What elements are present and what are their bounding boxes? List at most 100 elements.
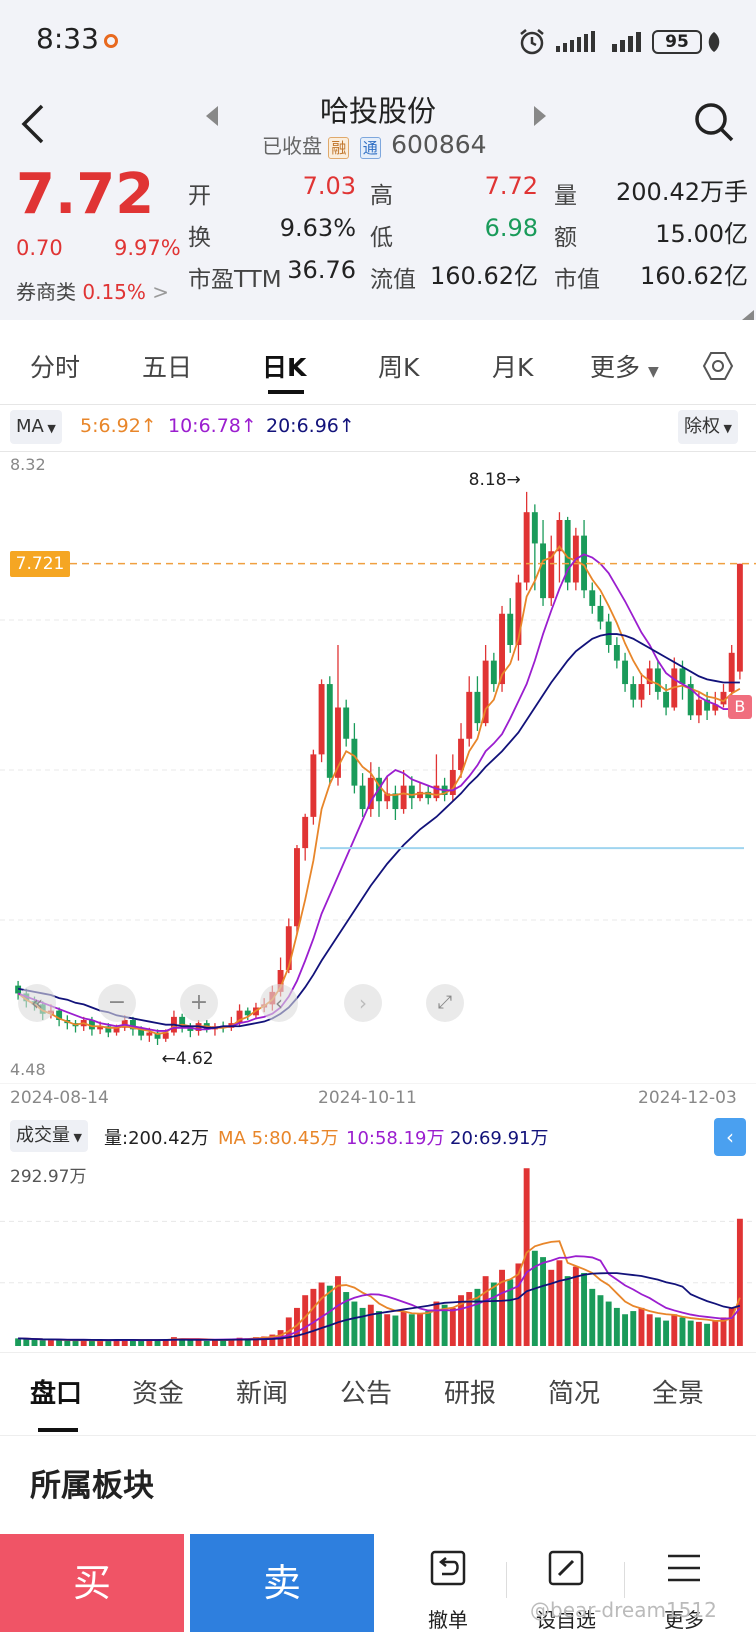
candle-body	[523, 512, 530, 583]
chart-settings-icon[interactable]	[702, 350, 734, 382]
volume-bar	[597, 1295, 604, 1346]
tab-order-book[interactable]: 盘口	[30, 1379, 83, 1409]
zoom-out-icon[interactable]: −	[98, 984, 136, 1022]
volume-bar	[572, 1266, 579, 1346]
volume-amount: 量:200.42万	[104, 1128, 210, 1149]
price-change: 0.70	[16, 236, 63, 260]
rewind-icon[interactable]: «	[18, 984, 56, 1022]
candle-body	[728, 652, 735, 692]
volume-bar	[671, 1314, 678, 1346]
stock-name: 哈投股份	[319, 94, 436, 128]
float-cap-label: 流值	[370, 267, 416, 293]
tab-monthly-k[interactable]: 月K	[492, 353, 534, 382]
turnover-value: 9.63%	[279, 214, 356, 242]
volume-bar	[253, 1337, 259, 1346]
candle-body	[556, 520, 563, 552]
sector-section-title: 所属板块	[30, 1468, 154, 1504]
candle-body	[179, 1016, 186, 1027]
candle-body	[449, 770, 456, 795]
cancel-order-button[interactable]: 撤单	[398, 1548, 498, 1632]
indicator-select[interactable]: MA ▼	[10, 410, 62, 444]
volume-bar	[187, 1340, 194, 1346]
tab-profile[interactable]: 简况	[548, 1379, 601, 1409]
volume-indicator-select[interactable]: 成交量 ▼	[10, 1120, 88, 1152]
stock-code: 600864	[391, 130, 487, 159]
volume-bar	[121, 1339, 128, 1346]
alarm-icon	[520, 29, 544, 55]
volume-bar	[113, 1339, 120, 1346]
volume-bar	[72, 1340, 79, 1346]
tab-news[interactable]: 新闻	[236, 1379, 289, 1409]
last-price: 7.72	[16, 162, 155, 227]
volume-chart[interactable]	[0, 1150, 756, 1350]
volume-bar	[630, 1311, 637, 1346]
tab-announcements[interactable]: 公告	[340, 1379, 393, 1409]
volume-bar	[105, 1340, 112, 1346]
ma10-value: 10:6.78↑	[168, 415, 257, 437]
zoom-in-icon[interactable]: +	[180, 984, 218, 1022]
sell-button[interactable]: 卖	[190, 1534, 374, 1632]
candle-body	[294, 848, 300, 927]
volume-bar	[39, 1340, 46, 1346]
open-value: 7.03	[302, 172, 356, 200]
volume-bar	[515, 1263, 522, 1346]
volume-bar	[203, 1340, 210, 1346]
detail-tabs	[0, 1352, 756, 1436]
buy-marker-badge[interactable]: B	[727, 695, 752, 719]
volume-bar	[384, 1314, 391, 1346]
candle-body	[277, 970, 284, 992]
volume-bar	[56, 1340, 63, 1346]
volume-bar	[581, 1272, 588, 1346]
volume-bar	[47, 1339, 54, 1346]
candle-body	[654, 668, 661, 692]
candle-body	[646, 668, 653, 685]
tab-overview[interactable]: 全景	[652, 1379, 705, 1409]
candle-body	[244, 1010, 251, 1016]
scroll-left-icon[interactable]: ‹	[260, 984, 298, 1022]
volume-bar	[64, 1340, 71, 1346]
volume-bar	[343, 1292, 350, 1346]
volume-bar	[490, 1282, 497, 1346]
undo-order-icon	[430, 1550, 466, 1586]
volume-ma-lines	[18, 1240, 741, 1342]
volume-bar	[129, 1340, 136, 1346]
amount-value: 15.00亿	[655, 220, 748, 248]
tab-research[interactable]: 研报	[444, 1379, 497, 1409]
battery-saver-leaf-icon	[708, 32, 720, 52]
candle-body	[384, 793, 391, 802]
previous-stock-icon[interactable]	[206, 106, 220, 126]
volume-bar	[663, 1320, 670, 1346]
adjust-select[interactable]: 除权 ▼	[678, 410, 738, 444]
tab-weekly-k[interactable]: 周K	[378, 353, 420, 382]
add-watchlist-button[interactable]: 设自选	[516, 1548, 616, 1632]
pe-label-text: 市盈TTM	[188, 267, 282, 293]
volume-bar	[474, 1288, 481, 1346]
candle-body	[343, 707, 350, 739]
next-stock-icon[interactable]	[532, 106, 546, 126]
fullscreen-icon[interactable]: ⤢	[426, 984, 464, 1022]
tab-intraday[interactable]: 分时	[30, 353, 81, 382]
high-label: 高	[370, 183, 393, 209]
volume-bar	[23, 1339, 30, 1346]
tab-more[interactable]: 更多 ▼	[590, 348, 659, 384]
collapse-panel-icon[interactable]: ‹	[714, 1118, 746, 1156]
tab-five-day[interactable]: 五日	[142, 353, 193, 382]
scroll-right-icon[interactable]: ›	[344, 984, 382, 1022]
candle-body	[589, 590, 596, 606]
volume-bar	[548, 1269, 555, 1346]
volume-bar	[244, 1338, 251, 1346]
volume-bar	[638, 1307, 645, 1346]
tab-daily-k[interactable]: 日K	[262, 353, 307, 382]
buy-button[interactable]: 买	[0, 1534, 184, 1632]
tab-funds[interactable]: 资金	[132, 1379, 185, 1409]
volume-bar	[720, 1317, 727, 1346]
active-tab-indicator	[268, 390, 304, 394]
back-arrow-icon[interactable]	[14, 100, 54, 148]
volume-bar	[499, 1269, 505, 1346]
more-button[interactable]: 更多	[634, 1548, 734, 1632]
volume-bar	[179, 1338, 186, 1346]
volume-bar	[507, 1279, 514, 1346]
sector-change[interactable]: 券商类 0.15% >	[16, 276, 169, 305]
expand-corner-icon[interactable]	[742, 310, 754, 320]
search-icon[interactable]	[692, 100, 736, 144]
